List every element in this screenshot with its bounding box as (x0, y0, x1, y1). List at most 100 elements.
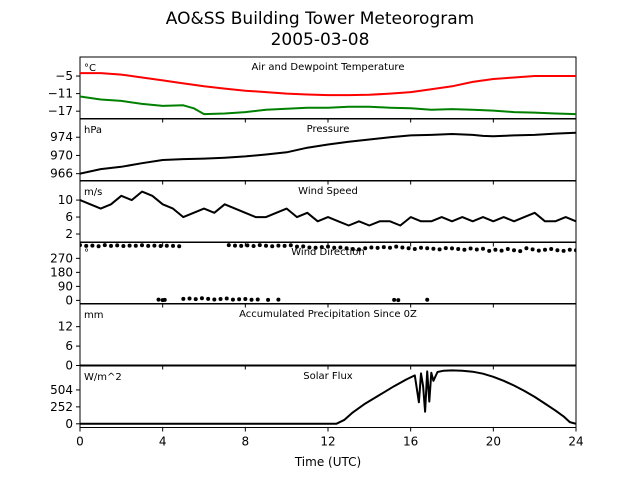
data-point (84, 243, 89, 248)
data-point (295, 244, 299, 249)
x-tick-label: 20 (486, 435, 501, 449)
data-point (468, 246, 473, 251)
data-point (243, 296, 248, 301)
data-point (224, 296, 229, 301)
data-point (164, 243, 169, 248)
y-tick-label: 10 (58, 193, 73, 207)
x-axis: 0 4 8 12 16 20 24 (76, 435, 583, 449)
panel-title: Air and Dewpoint Temperature (252, 62, 405, 73)
data-point (396, 298, 401, 303)
chart-title: AO&SS Building Tower Meteorogram (166, 9, 474, 29)
data-point (357, 247, 361, 252)
data-point (400, 245, 405, 250)
x-tick-label: 8 (242, 435, 250, 449)
y-tick-label: 6 (65, 210, 73, 224)
data-point (233, 243, 237, 248)
y-tick-label: 2 (65, 227, 73, 241)
x-tick-label: 24 (568, 435, 583, 449)
series-2-line (80, 95, 576, 116)
series-1-line (80, 72, 576, 97)
panel-6: 504 252 0 W/m^2 Solar Flux (50, 365, 577, 432)
data-point (412, 247, 417, 252)
data-point (96, 244, 101, 249)
x-axis-label: Time (UTC) (294, 455, 361, 469)
series-1-line (80, 369, 576, 425)
y-tick-label: 6 (65, 339, 73, 353)
data-point (237, 297, 242, 302)
data-point (549, 247, 554, 252)
data-point (487, 248, 492, 253)
y-tick-label: −5 (55, 69, 73, 83)
panel-5: 12 6 0 mm Accumulated Precipitation Since 0Z (58, 303, 577, 373)
data-point (313, 245, 318, 250)
data-point (276, 243, 281, 248)
y-tick-label: 270 (50, 251, 73, 265)
y-tick-label: 974 (50, 130, 73, 144)
y-tick-label: 966 (50, 167, 73, 181)
data-point (474, 247, 479, 252)
data-point (555, 248, 560, 253)
data-point (437, 247, 442, 252)
data-point (152, 243, 157, 248)
data-point (505, 247, 510, 252)
data-point (369, 245, 374, 250)
x-tick-label: 0 (76, 435, 84, 449)
panels-group: −5 −11 −17 °C Air and Dewpoint Temperature 97… (48, 56, 577, 432)
data-point (567, 247, 572, 252)
data-point (425, 297, 430, 302)
data-point (493, 247, 498, 252)
data-point (109, 243, 113, 248)
data-point (181, 296, 186, 301)
y-tick-label: 252 (50, 400, 73, 414)
data-point (443, 246, 448, 251)
data-point (450, 246, 454, 251)
series-1-points (80, 243, 576, 303)
data-point (276, 297, 281, 302)
data-point (199, 296, 204, 301)
data-point (133, 243, 138, 248)
data-point (392, 297, 397, 302)
chart-subtitle-date: 2005-03-08 (271, 30, 370, 50)
data-point (301, 244, 306, 249)
data-point (530, 247, 535, 252)
data-point (375, 245, 380, 250)
x-tick-label: 12 (320, 435, 335, 449)
panel-unit-label: hPa (84, 125, 102, 136)
data-point (171, 243, 175, 248)
data-point (381, 245, 386, 250)
data-point (536, 248, 541, 253)
data-point (456, 247, 461, 252)
data-point (193, 297, 198, 302)
data-point (80, 243, 82, 248)
y-tick-label: 180 (50, 265, 73, 279)
data-point (146, 243, 151, 248)
data-point (512, 248, 516, 253)
data-point (270, 244, 275, 249)
data-point (518, 249, 523, 254)
data-point (206, 296, 211, 301)
panel-unit-label: W/m^2 (84, 372, 122, 383)
data-point (462, 247, 467, 252)
data-point (212, 297, 217, 302)
data-point (251, 244, 256, 249)
panel-unit-label: ° (84, 248, 89, 259)
data-point (187, 296, 192, 301)
series-1-line (80, 190, 576, 227)
y-tick-label: 90 (58, 279, 73, 293)
data-point (226, 243, 231, 248)
data-point (102, 243, 107, 248)
panel-unit-label: °C (84, 63, 96, 74)
panel-title: Wind Speed (298, 186, 358, 197)
data-point (156, 297, 161, 302)
data-point (499, 248, 504, 253)
data-point (543, 247, 547, 252)
data-point (115, 243, 120, 248)
panel-unit-label: m/s (84, 187, 102, 198)
data-point (140, 243, 144, 248)
panel-3: 10 6 2 m/s Wind Speed (58, 180, 577, 247)
y-tick-label: 504 (50, 383, 73, 397)
data-point (264, 243, 268, 248)
data-point (388, 245, 392, 250)
